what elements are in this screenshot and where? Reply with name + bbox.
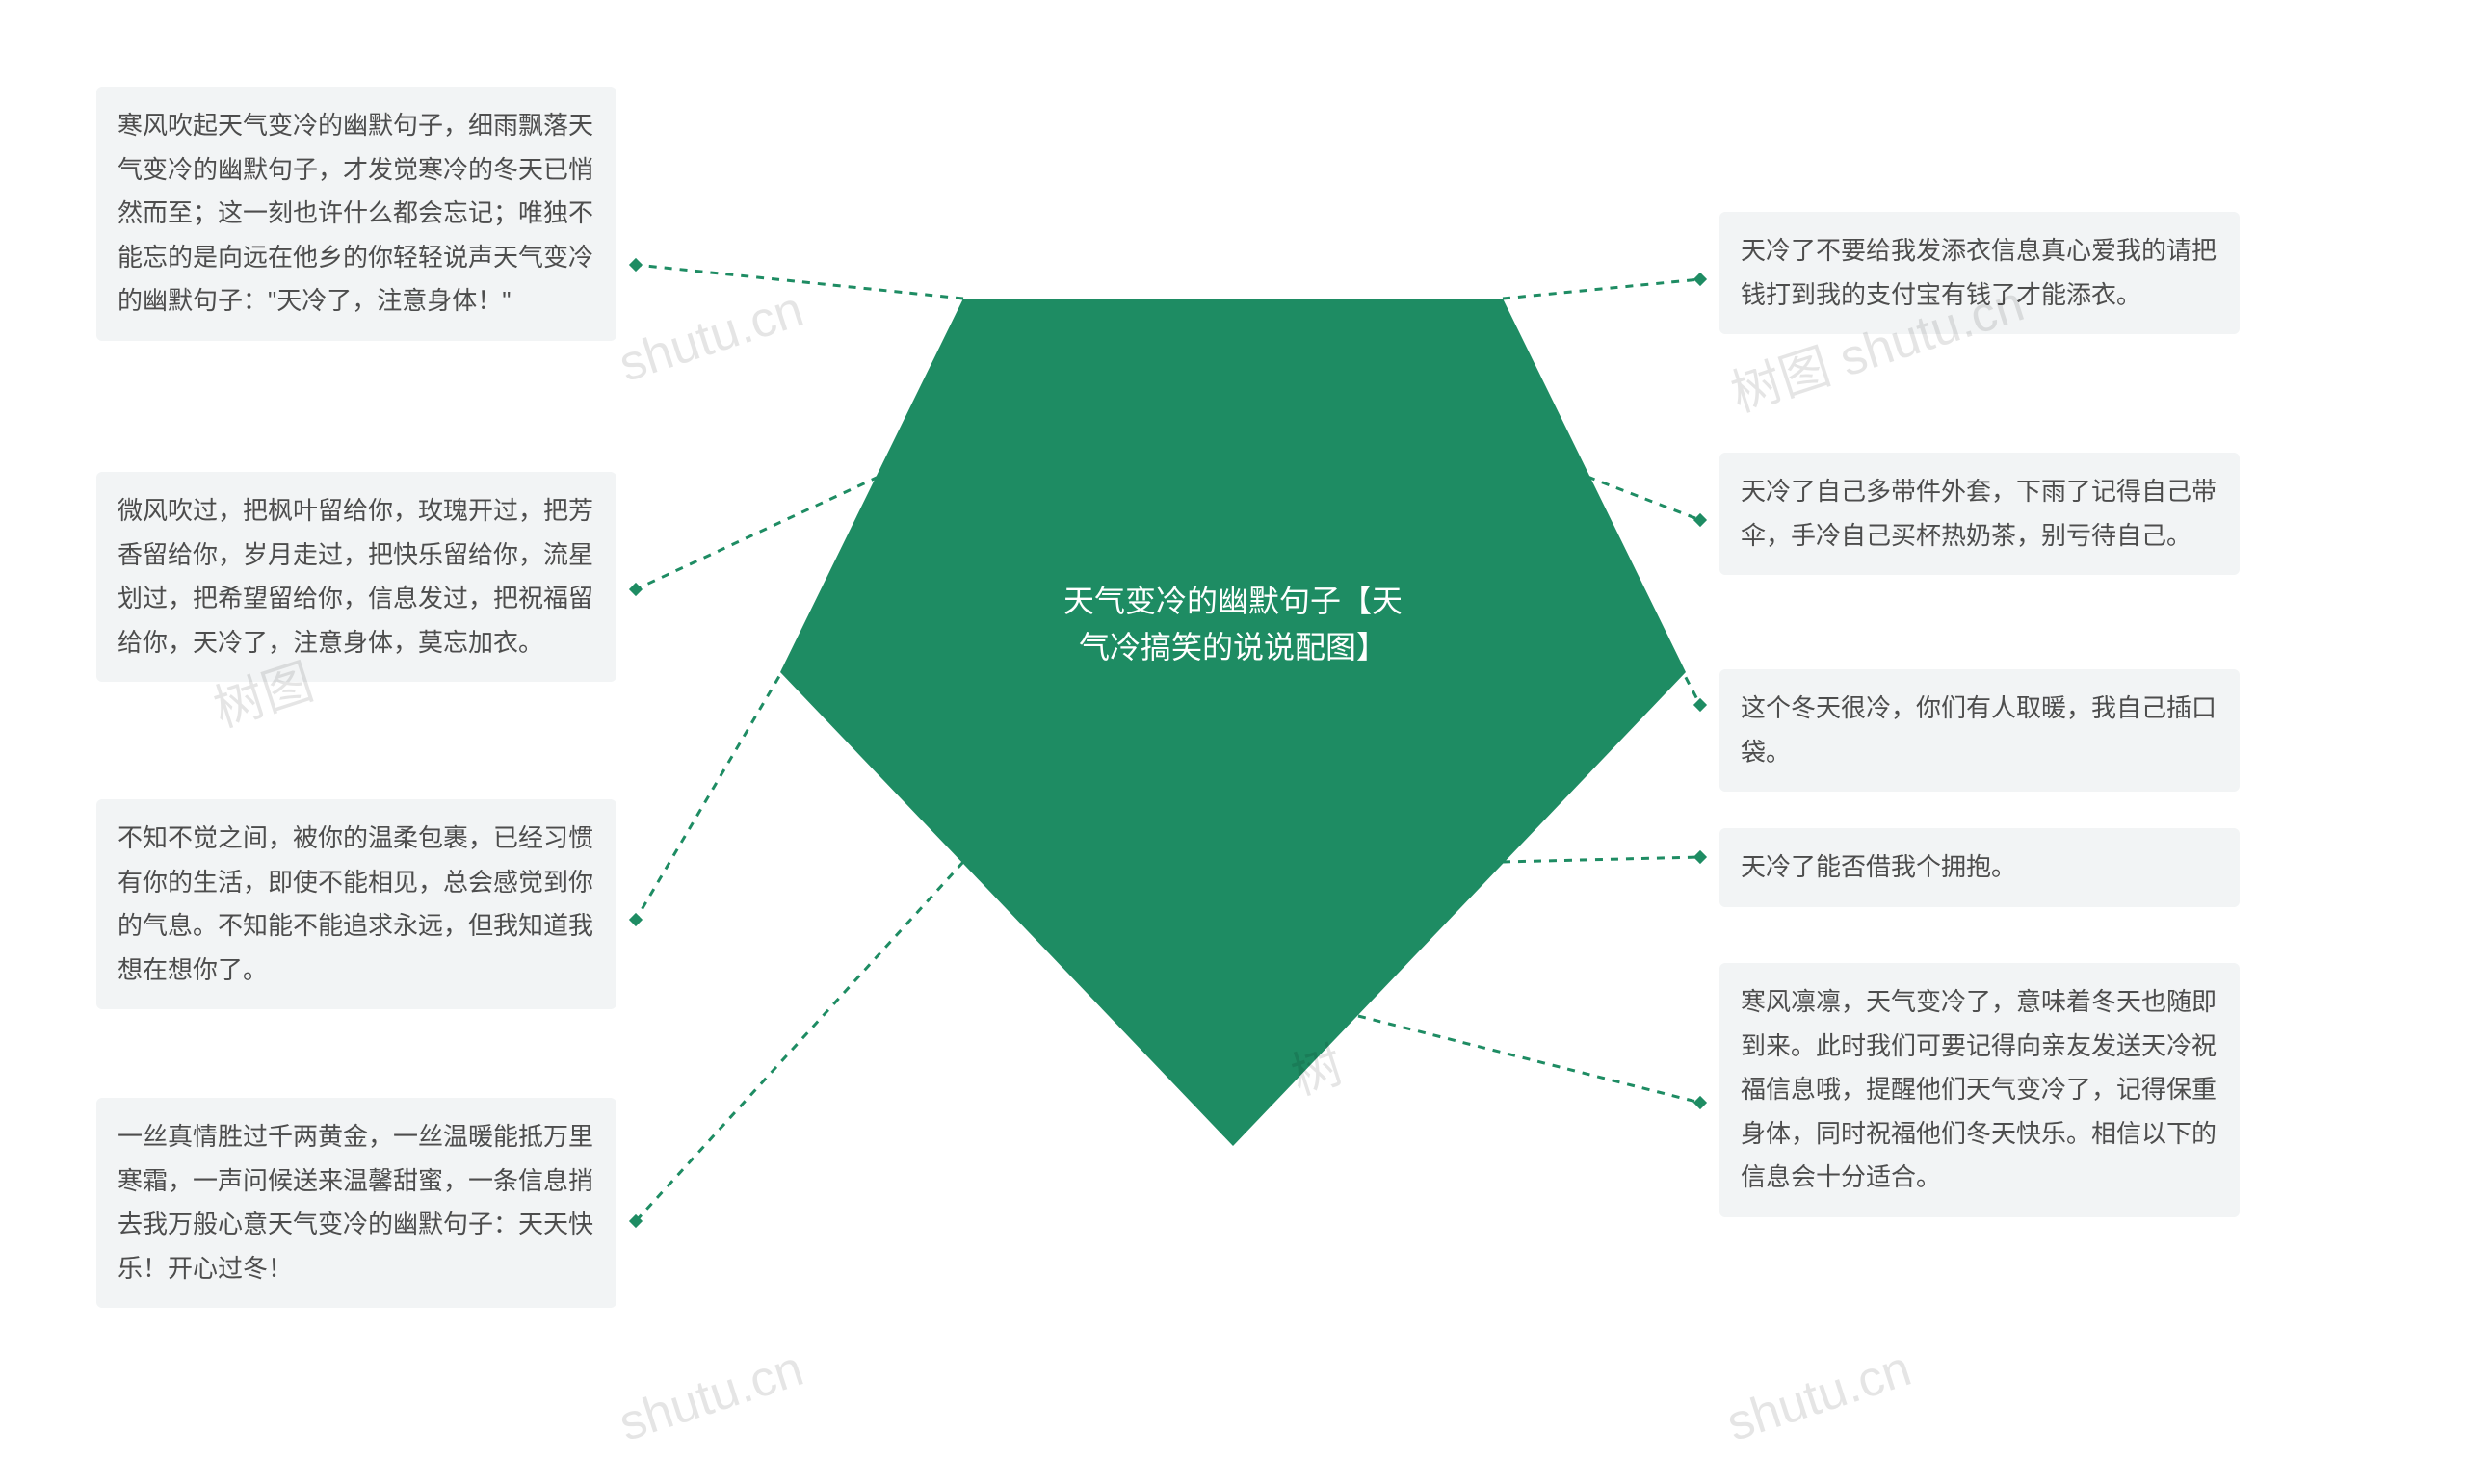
note-text: 寒风吹起天气变冷的幽默句子，细雨飘落天气变冷的幽默句子，才发觉寒冷的冬天已悄然而… [118, 111, 593, 315]
note-left-1: 微风吹过，把枫叶留给你，玫瑰开过，把芳香留给你，岁月走过，把快乐留给你，流星划过… [96, 472, 616, 682]
note-right-1: 天冷了自己多带件外套，下雨了记得自己带伞，手冷自己买杯热奶茶，别亏待自己。 [1719, 453, 2240, 575]
note-right-0: 天冷了不要给我发添衣信息真心爱我的请把钱打到我的支付宝有钱了才能添衣。 [1719, 212, 2240, 334]
note-left-0: 寒风吹起天气变冷的幽默句子，细雨飘落天气变冷的幽默句子，才发觉寒冷的冬天已悄然而… [96, 87, 616, 341]
note-right-3: 天冷了能否借我个拥抱。 [1719, 828, 2240, 907]
note-right-2: 这个冬天很冷，你们有人取暖，我自己插口袋。 [1719, 669, 2240, 792]
center-title: 天气变冷的幽默句子【天气冷搞笑的说说配图】 [1026, 578, 1440, 670]
note-text: 天冷了能否借我个拥抱。 [1741, 852, 2016, 881]
note-text: 微风吹过，把枫叶留给你，玫瑰开过，把芳香留给你，岁月走过，把快乐留给你，流星划过… [118, 496, 593, 657]
note-left-3: 一丝真情胜过千两黄金，一丝温暖能抵万里寒霜，一声问候送来温馨甜蜜，一条信息捎去我… [96, 1098, 616, 1308]
diagram-canvas: 天气变冷的幽默句子【天气冷搞笑的说说配图】 寒风吹起天气变冷的幽默句子，细雨飘落… [0, 0, 2466, 1484]
note-text: 这个冬天很冷，你们有人取暖，我自己插口袋。 [1741, 693, 2217, 767]
note-text: 天冷了不要给我发添衣信息真心爱我的请把钱打到我的支付宝有钱了才能添衣。 [1741, 236, 2217, 309]
note-text: 不知不觉之间，被你的温柔包裹，已经习惯有你的生活，即使不能相见，总会感觉到你的气… [118, 823, 593, 984]
note-text: 天冷了自己多带件外套，下雨了记得自己带伞，手冷自己买杯热奶茶，别亏待自己。 [1741, 477, 2217, 550]
note-left-2: 不知不觉之间，被你的温柔包裹，已经习惯有你的生活，即使不能相见，总会感觉到你的气… [96, 799, 616, 1009]
note-text: 一丝真情胜过千两黄金，一丝温暖能抵万里寒霜，一声问候送来温馨甜蜜，一条信息捎去我… [118, 1122, 593, 1283]
note-text: 寒风凛凛，天气变冷了，意味着冬天也随即到来。此时我们可要记得向亲友发送天冷祝福信… [1741, 987, 2217, 1191]
note-right-4: 寒风凛凛，天气变冷了，意味着冬天也随即到来。此时我们可要记得向亲友发送天冷祝福信… [1719, 963, 2240, 1217]
